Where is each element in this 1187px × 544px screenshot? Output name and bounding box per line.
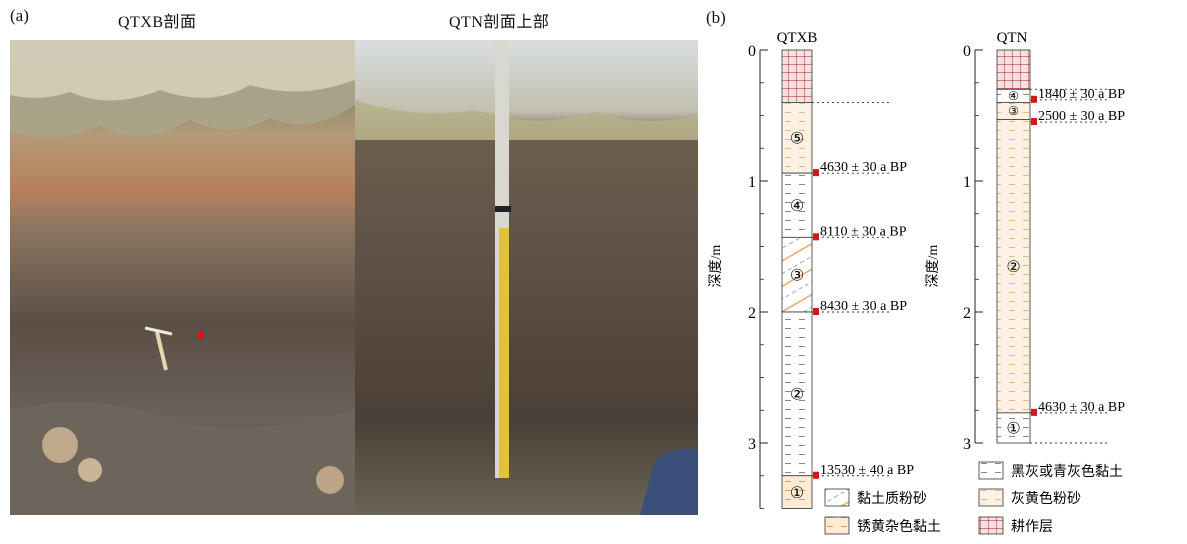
layer-marker-0-5: ① (790, 485, 804, 502)
layer-1-4 (996, 412, 1031, 444)
column-title-0: QTXB (777, 30, 818, 46)
sample-marker-0-0 (813, 169, 819, 177)
layer-1-0 (996, 49, 1031, 90)
date-label-0-3: 13530 ± 40 a BP (820, 463, 914, 478)
layer-0-4 (781, 311, 813, 477)
layer-0-0 (781, 49, 813, 103)
legend-label-clayey_silt: 黏土质粉砂 (857, 491, 927, 507)
legend-swatch-plough (978, 516, 1004, 535)
layer-marker-1-2: ③ (1008, 104, 1019, 118)
date-label-0-1: 8110 ± 30 a BP (820, 224, 907, 239)
layer-marker-1-4: ① (1006, 421, 1020, 438)
legend-label-clay: 黑灰或青灰色黏土 (1011, 463, 1123, 480)
layer-marker-0-2: ④ (790, 198, 804, 215)
date-label-0-2: 8430 ± 30 a BP (820, 299, 907, 314)
layer-0-2 (781, 172, 813, 238)
legend-swatch-clay (978, 461, 1004, 480)
sample-marker-1-1 (1031, 118, 1037, 126)
y-tick-label-1-2: 2 (963, 305, 971, 322)
legend-label-mottled_clay: 锈黄杂色黏土 (857, 518, 941, 535)
layer-1-3 (996, 119, 1031, 414)
sample-marker-0-3 (813, 471, 819, 479)
layer-marker-0-4: ② (790, 387, 804, 404)
y-tick-label-1-0: 0 (963, 43, 971, 60)
layer-marker-0-1: ⑤ (790, 131, 804, 148)
photo-left-title: QTXB剖面 (118, 14, 197, 31)
panel-a-label: (a) (10, 6, 29, 25)
y-tick-label-1-1: 1 (963, 174, 971, 191)
y-tick-label-0-0: 0 (748, 43, 756, 60)
legend-label-plough: 耕作层 (1011, 518, 1053, 535)
photo-right-title: QTN剖面上部 (449, 14, 550, 31)
photo-qtn (355, 40, 698, 515)
date-label-1-2: 4630 ± 30 a BP (1038, 400, 1125, 415)
layer-0-3 (781, 236, 813, 313)
layer-0-5 (781, 475, 813, 509)
sample-marker-0-2 (813, 308, 819, 315)
y-tick-label-0-3: 3 (748, 436, 756, 453)
layer-marker-1-3: ② (1006, 259, 1020, 276)
date-label-1-1: 2500 ± 30 a BP (1038, 109, 1125, 124)
legend-swatch-silt (978, 488, 1004, 507)
sample-marker-0-1 (813, 233, 819, 241)
date-label-0-0: 4630 ± 30 a BP (820, 160, 907, 175)
legend-label-silt: 灰黄色粉砂 (1011, 490, 1081, 507)
column-title-1: QTN (997, 30, 1028, 46)
sample-marker-1-2 (1031, 408, 1037, 416)
y-axis-label-1: 深度/m (925, 245, 941, 288)
legend-swatch-clayey_silt (824, 488, 850, 507)
sample-marker-1-0 (1031, 95, 1037, 103)
y-tick-label-0-1: 1 (748, 174, 756, 191)
y-tick-label-0-2: 2 (748, 305, 756, 322)
layer-marker-1-1: ④ (1008, 89, 1019, 103)
y-axis-label-0: 深度/m (708, 245, 724, 288)
photo-qtxb (10, 40, 355, 515)
date-label-1-0: 1840 ± 30 a BP (1038, 87, 1125, 102)
panel-b-label: (b) (706, 8, 726, 27)
layer-marker-0-3: ③ (790, 267, 804, 284)
y-tick-label-1-3: 3 (963, 436, 971, 453)
legend-swatch-mottled_clay (824, 516, 850, 535)
